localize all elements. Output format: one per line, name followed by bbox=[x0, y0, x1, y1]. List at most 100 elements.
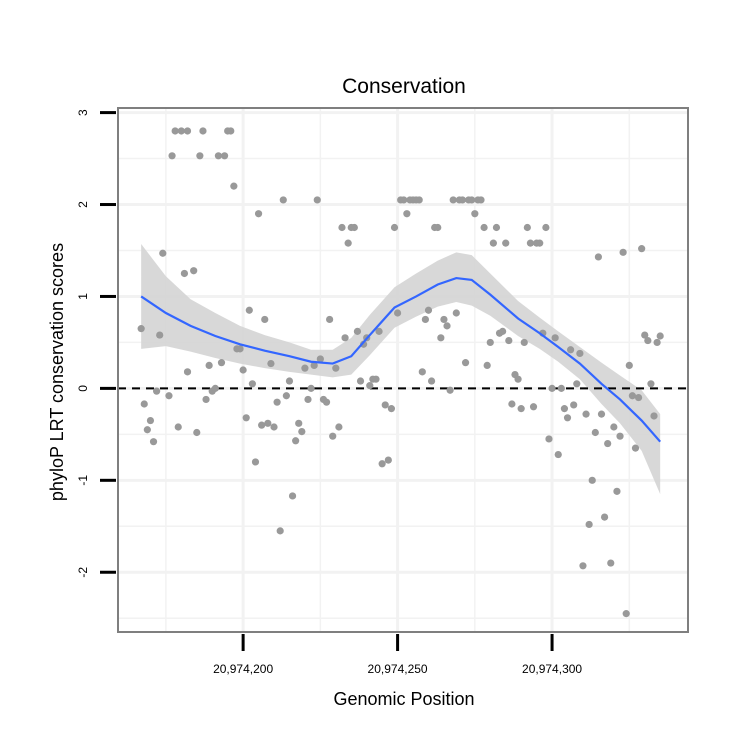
data-point bbox=[573, 380, 581, 388]
data-point bbox=[316, 355, 324, 363]
data-point bbox=[434, 223, 442, 232]
data-point bbox=[193, 428, 201, 437]
data-point bbox=[356, 377, 365, 385]
data-point bbox=[384, 456, 392, 464]
data-point bbox=[600, 513, 609, 521]
data-point bbox=[551, 334, 559, 342]
data-points bbox=[137, 127, 664, 618]
data-point bbox=[282, 392, 290, 400]
data-point bbox=[338, 223, 346, 232]
data-point bbox=[641, 331, 649, 339]
data-point bbox=[548, 384, 556, 392]
data-point bbox=[483, 361, 491, 370]
data-point bbox=[387, 405, 396, 413]
chart-title: Conservation bbox=[342, 75, 466, 98]
data-point bbox=[480, 223, 488, 232]
data-point bbox=[567, 346, 575, 354]
data-point bbox=[622, 610, 630, 618]
y-tick-label: -1 bbox=[76, 475, 90, 486]
data-point bbox=[279, 196, 287, 204]
data-point bbox=[489, 239, 497, 247]
data-point bbox=[597, 410, 606, 418]
data-point bbox=[270, 423, 278, 431]
data-point bbox=[579, 562, 587, 570]
data-point bbox=[449, 196, 457, 204]
data-point bbox=[492, 223, 501, 232]
data-point bbox=[326, 315, 334, 324]
data-point bbox=[545, 435, 553, 443]
data-point bbox=[443, 322, 451, 330]
data-point bbox=[542, 223, 550, 232]
smooth-line-layer bbox=[140, 276, 662, 443]
data-point bbox=[230, 182, 238, 190]
data-point bbox=[403, 210, 411, 218]
data-point bbox=[190, 267, 198, 275]
data-point bbox=[242, 414, 250, 422]
data-point bbox=[344, 239, 352, 247]
data-point bbox=[353, 327, 362, 335]
data-point bbox=[288, 492, 297, 500]
data-point bbox=[499, 327, 507, 335]
data-point bbox=[211, 384, 219, 392]
data-point bbox=[258, 421, 266, 429]
data-point bbox=[298, 427, 306, 436]
data-point bbox=[471, 210, 479, 218]
data-point bbox=[153, 387, 161, 395]
data-point bbox=[631, 444, 640, 452]
data-point bbox=[557, 384, 565, 392]
data-point bbox=[653, 338, 661, 347]
data-point bbox=[560, 405, 569, 413]
data-point bbox=[220, 152, 229, 160]
data-point bbox=[526, 239, 535, 247]
data-point bbox=[502, 239, 510, 247]
data-point bbox=[183, 368, 192, 376]
data-point bbox=[588, 476, 596, 484]
data-point bbox=[159, 249, 167, 257]
data-point bbox=[638, 245, 646, 253]
data-point bbox=[332, 364, 340, 372]
data-point bbox=[171, 127, 179, 135]
data-point bbox=[285, 377, 294, 385]
data-point bbox=[424, 306, 433, 314]
data-point bbox=[508, 400, 516, 408]
y-tick-label: 2 bbox=[76, 201, 90, 208]
data-point bbox=[239, 366, 247, 374]
data-point bbox=[236, 345, 244, 353]
data-point bbox=[360, 340, 368, 348]
data-point bbox=[174, 423, 182, 431]
data-point bbox=[446, 386, 454, 394]
data-point bbox=[390, 223, 399, 232]
confidence-ribbon bbox=[141, 244, 661, 495]
data-point bbox=[254, 210, 263, 218]
y-tick-label: 0 bbox=[76, 385, 90, 392]
data-point bbox=[418, 368, 426, 376]
data-point bbox=[461, 359, 470, 367]
data-point bbox=[585, 520, 593, 529]
data-point bbox=[165, 392, 173, 400]
data-point bbox=[366, 382, 374, 390]
data-point bbox=[177, 127, 185, 135]
data-point bbox=[143, 426, 151, 434]
data-point bbox=[267, 359, 275, 368]
data-point bbox=[458, 196, 467, 204]
y-tick-label: -2 bbox=[76, 567, 90, 578]
data-point bbox=[656, 332, 664, 340]
data-point bbox=[199, 127, 207, 135]
data-point bbox=[375, 327, 383, 335]
data-point bbox=[452, 309, 460, 317]
data-point bbox=[393, 309, 402, 317]
y-tick-label: 1 bbox=[76, 293, 90, 300]
y-tick-label: 3 bbox=[76, 109, 90, 116]
data-point bbox=[205, 361, 213, 370]
x-tick-label: 20,974,250 bbox=[368, 662, 428, 676]
data-point bbox=[292, 437, 300, 445]
data-point bbox=[486, 338, 494, 347]
y-axis-label: phyloP LRT conservation scores bbox=[47, 243, 67, 501]
data-point bbox=[180, 269, 189, 278]
data-point bbox=[563, 414, 572, 422]
data-point bbox=[264, 419, 272, 427]
data-point bbox=[421, 315, 429, 324]
data-point bbox=[335, 423, 343, 431]
data-point bbox=[647, 380, 655, 388]
